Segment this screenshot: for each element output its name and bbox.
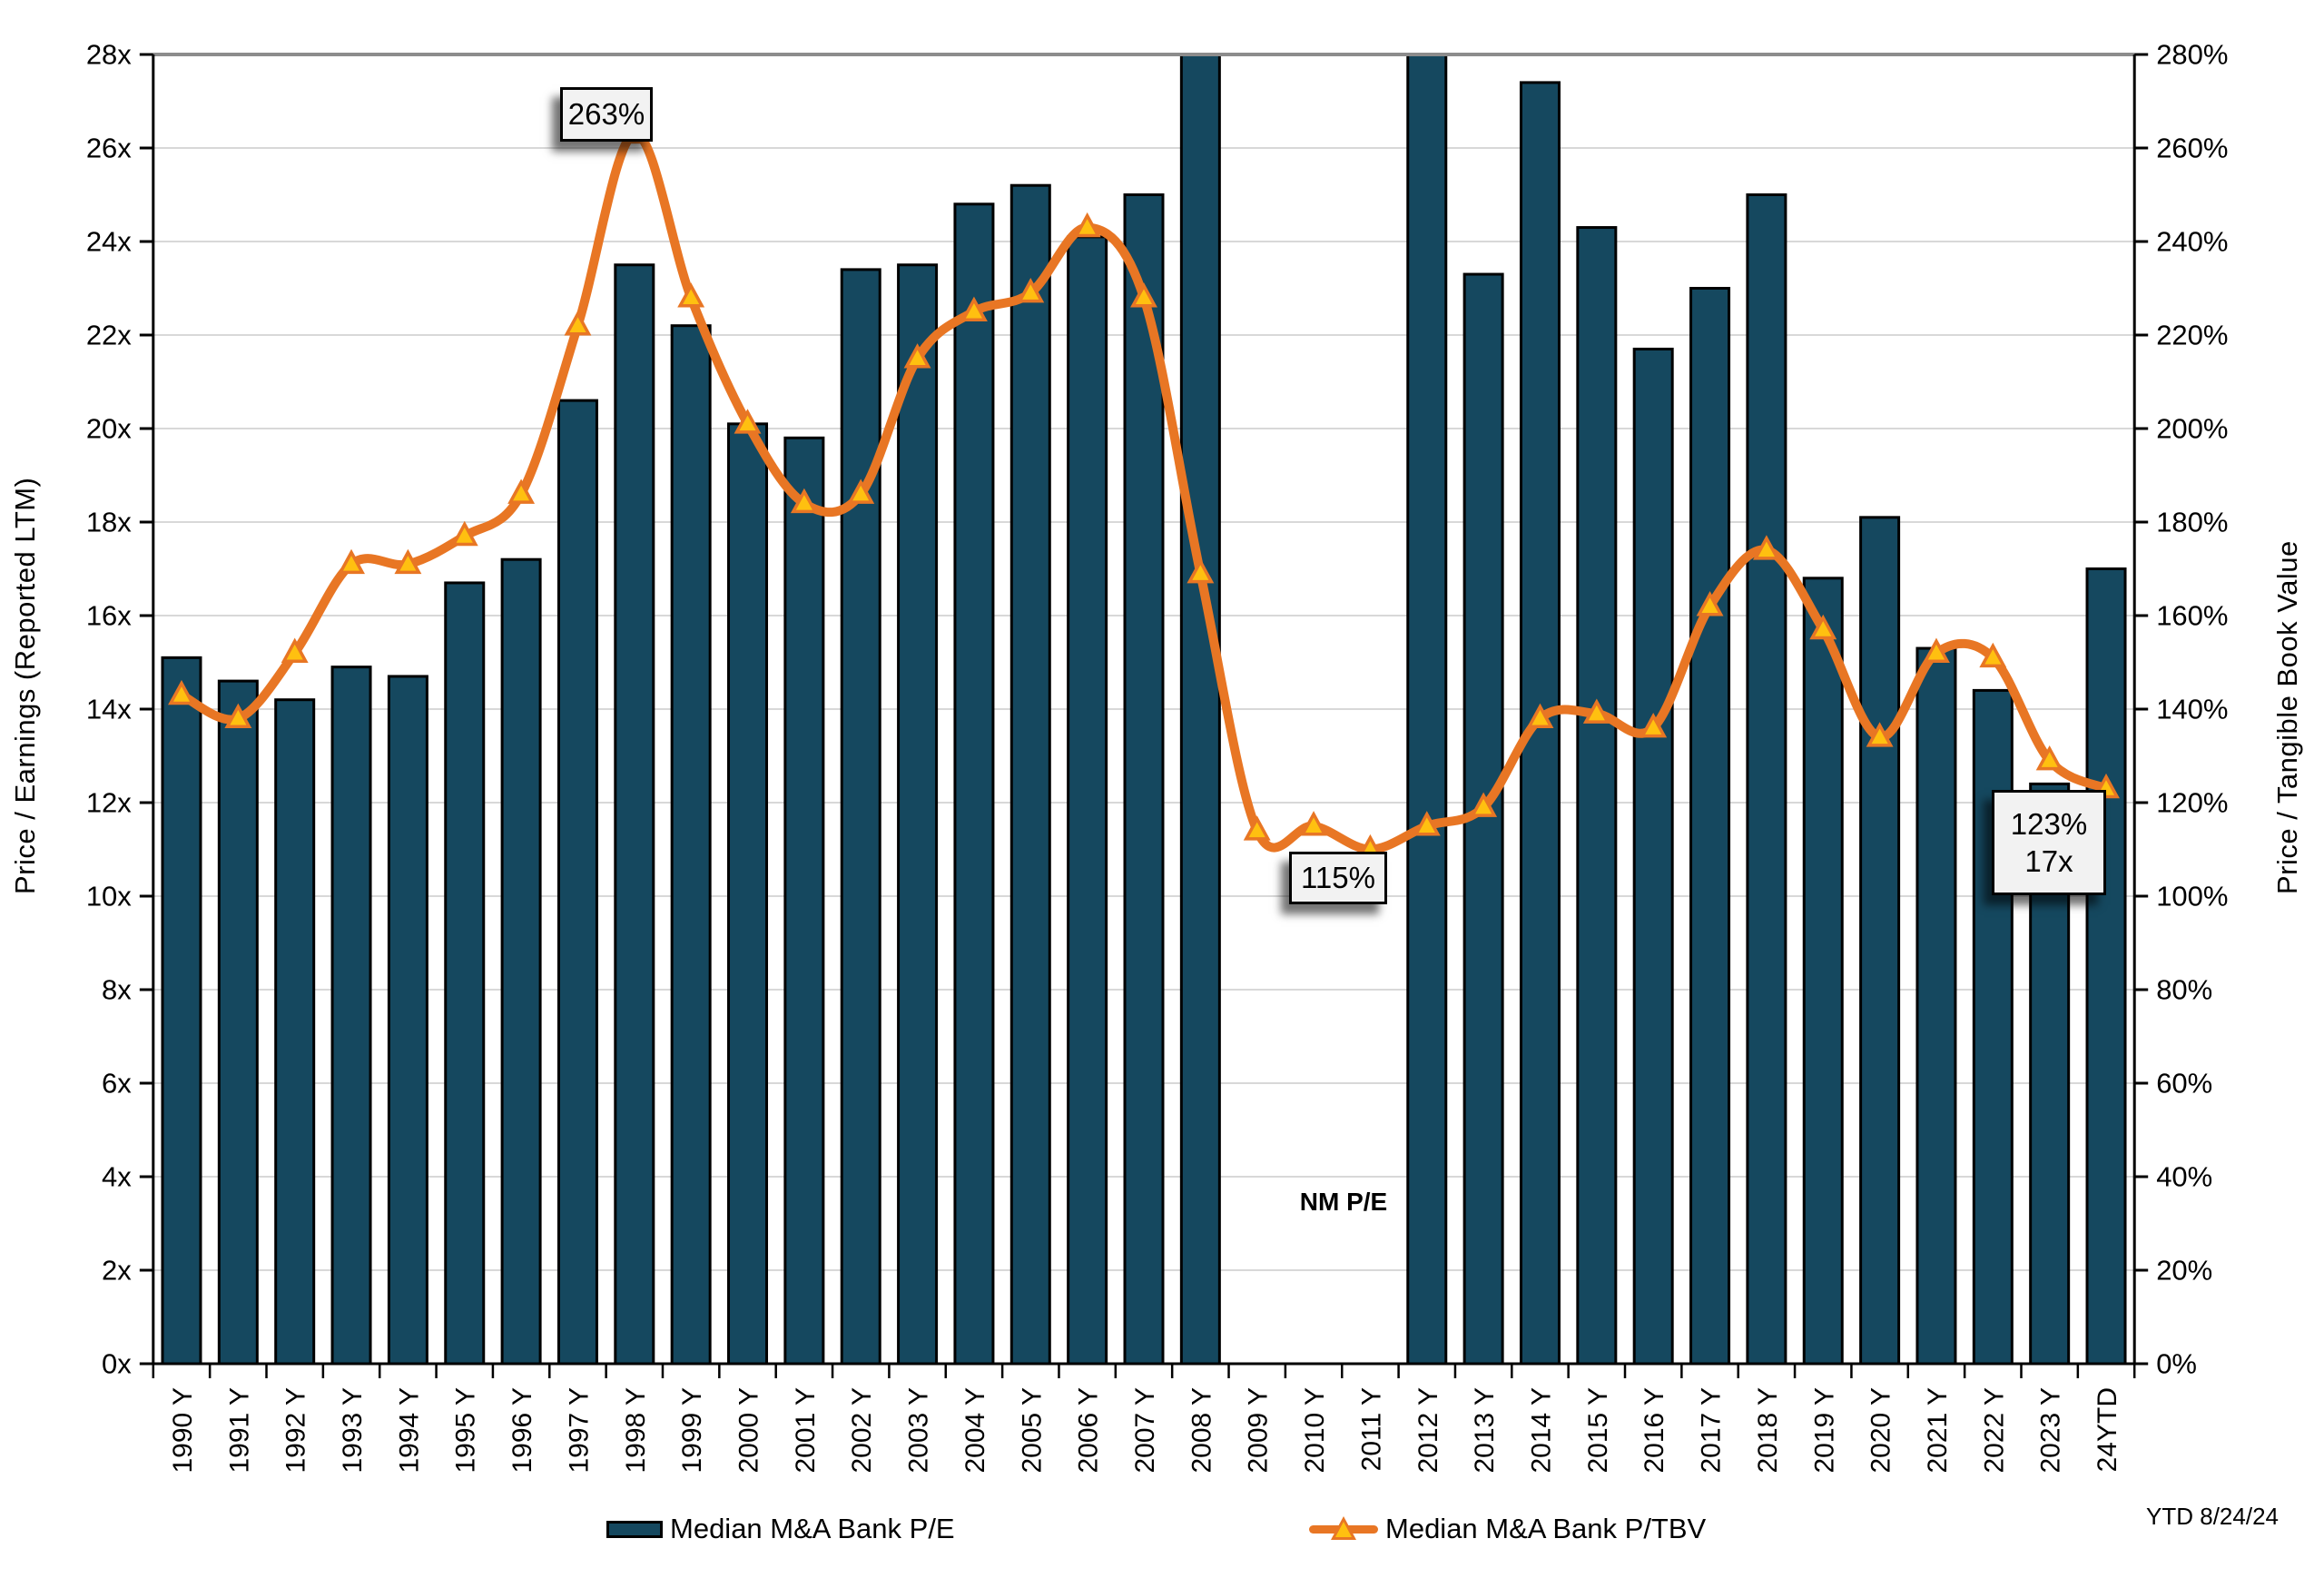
- svg-text:2017 Y: 2017 Y: [1697, 1387, 1727, 1474]
- svg-text:20x: 20x: [86, 413, 132, 445]
- svg-text:2019 Y: 2019 Y: [1809, 1387, 1839, 1474]
- svg-text:2018 Y: 2018 Y: [1753, 1387, 1783, 1474]
- callout-peak-value: 263%: [567, 97, 645, 132]
- svg-text:2000 Y: 2000 Y: [734, 1387, 764, 1474]
- legend-item-pe: Median M&A Bank P/E: [606, 1507, 955, 1551]
- svg-text:0%: 0%: [2156, 1348, 2197, 1380]
- svg-text:60%: 60%: [2156, 1068, 2212, 1100]
- svg-text:2023 Y: 2023 Y: [2036, 1387, 2066, 1474]
- svg-text:2001 Y: 2001 Y: [791, 1387, 821, 1474]
- svg-text:14x: 14x: [86, 694, 132, 725]
- callout-latest-pe: 17x: [2024, 844, 2073, 878]
- svg-text:2008 Y: 2008 Y: [1187, 1387, 1216, 1474]
- svg-text:200%: 200%: [2156, 413, 2228, 445]
- svg-text:12x: 12x: [86, 787, 132, 819]
- svg-text:160%: 160%: [2156, 600, 2228, 632]
- svg-text:16x: 16x: [86, 600, 132, 632]
- svg-text:26x: 26x: [86, 133, 132, 164]
- svg-text:1999 Y: 1999 Y: [677, 1387, 707, 1474]
- svg-text:1992 Y: 1992 Y: [281, 1387, 311, 1474]
- svg-text:1995 Y: 1995 Y: [451, 1387, 481, 1474]
- svg-text:180%: 180%: [2156, 507, 2228, 538]
- svg-text:2003 Y: 2003 Y: [904, 1387, 934, 1474]
- callout-latest-ptbv: 123%: [2010, 806, 2088, 841]
- svg-text:1990 Y: 1990 Y: [168, 1387, 198, 1474]
- svg-text:2010 Y: 2010 Y: [1300, 1387, 1330, 1474]
- svg-text:2016 Y: 2016 Y: [1640, 1387, 1669, 1474]
- line-series-swatch: [1309, 1515, 1378, 1543]
- legend-item-ptbv: Median M&A Bank P/TBV: [1309, 1507, 1706, 1551]
- svg-text:0x: 0x: [102, 1348, 132, 1380]
- svg-text:80%: 80%: [2156, 974, 2212, 1006]
- svg-text:2004 Y: 2004 Y: [960, 1387, 990, 1474]
- svg-text:2015 Y: 2015 Y: [1583, 1387, 1613, 1474]
- svg-text:6x: 6x: [102, 1068, 132, 1100]
- svg-text:120%: 120%: [2156, 787, 2228, 819]
- svg-text:8x: 8x: [102, 974, 132, 1006]
- svg-text:40%: 40%: [2156, 1161, 2212, 1193]
- svg-text:140%: 140%: [2156, 694, 2228, 725]
- chart-legend: Median M&A Bank P/E Median M&A Bank P/TB…: [0, 1507, 2324, 1553]
- svg-text:24x: 24x: [86, 226, 132, 258]
- svg-text:1997 Y: 1997 Y: [564, 1387, 594, 1474]
- svg-text:2005 Y: 2005 Y: [1017, 1387, 1047, 1474]
- svg-text:240%: 240%: [2156, 226, 2228, 258]
- svg-text:280%: 280%: [2156, 39, 2228, 71]
- svg-text:24YTD: 24YTD: [2093, 1387, 2122, 1472]
- svg-text:10x: 10x: [86, 881, 132, 912]
- svg-text:2013 Y: 2013 Y: [1470, 1387, 1500, 1474]
- svg-text:2009 Y: 2009 Y: [1244, 1387, 1274, 1474]
- svg-text:1996 Y: 1996 Y: [507, 1387, 537, 1474]
- svg-text:2002 Y: 2002 Y: [847, 1387, 877, 1474]
- svg-text:2012 Y: 2012 Y: [1413, 1387, 1443, 1474]
- callout-trough-value: 115%: [1301, 861, 1375, 895]
- svg-text:1993 Y: 1993 Y: [338, 1387, 368, 1474]
- right-axis-title: Price / Tangible Book Value: [2271, 540, 2303, 894]
- svg-text:2014 Y: 2014 Y: [1526, 1387, 1556, 1474]
- svg-text:220%: 220%: [2156, 320, 2228, 351]
- svg-text:1991 Y: 1991 Y: [224, 1387, 254, 1474]
- svg-text:1994 Y: 1994 Y: [394, 1387, 424, 1474]
- bar-series-swatch: [606, 1520, 663, 1538]
- triangle-marker-icon: [1331, 1516, 1356, 1540]
- svg-text:2x: 2x: [102, 1255, 132, 1287]
- svg-text:2007 Y: 2007 Y: [1130, 1387, 1160, 1474]
- legend-ptbv-label: Median M&A Bank P/TBV: [1385, 1513, 1707, 1544]
- svg-text:2021 Y: 2021 Y: [1923, 1387, 1953, 1474]
- svg-text:28x: 28x: [86, 39, 132, 71]
- svg-text:100%: 100%: [2156, 881, 2228, 912]
- svg-text:2011 Y: 2011 Y: [1356, 1387, 1386, 1471]
- svg-text:20%: 20%: [2156, 1255, 2212, 1287]
- svg-text:2022 Y: 2022 Y: [1979, 1387, 2009, 1474]
- svg-text:2020 Y: 2020 Y: [1866, 1387, 1896, 1474]
- callout-peak-263: 263%: [560, 87, 653, 142]
- svg-text:2006 Y: 2006 Y: [1074, 1387, 1104, 1474]
- svg-text:260%: 260%: [2156, 133, 2228, 164]
- svg-text:18x: 18x: [86, 507, 132, 538]
- nm-pe-annotation: NM P/E: [1299, 1188, 1388, 1216]
- callout-latest-123-17x: 123% 17x: [1992, 790, 2106, 895]
- svg-text:22x: 22x: [86, 320, 132, 351]
- svg-text:4x: 4x: [102, 1161, 132, 1193]
- svg-text:1998 Y: 1998 Y: [621, 1387, 651, 1474]
- callout-trough-115: 115%: [1289, 852, 1387, 904]
- ytd-asof-note: YTD 8/24/24: [2146, 1503, 2279, 1530]
- left-axis-title: Price / Earnings (Reported LTM): [9, 477, 41, 894]
- legend-pe-label: Median M&A Bank P/E: [670, 1513, 955, 1544]
